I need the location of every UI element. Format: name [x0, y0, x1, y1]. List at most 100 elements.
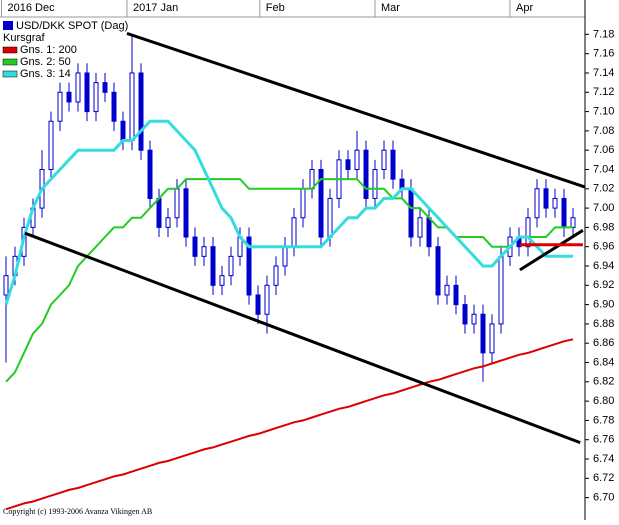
candle-body: [75, 72, 81, 103]
candle-body: [561, 197, 567, 228]
candle-body: [255, 294, 261, 315]
candle-body: [111, 91, 117, 122]
y-tick-label: 6.76: [593, 434, 614, 446]
y-tick-label: 7.10: [593, 105, 614, 117]
y-tick-label: 6.94: [593, 260, 614, 272]
candle-body: [390, 149, 396, 180]
y-tick-label: 7.12: [593, 86, 614, 98]
y-tick-label: 7.16: [593, 48, 614, 60]
candle-body: [165, 217, 171, 228]
x-tick-label: 2016 Dec: [8, 2, 56, 14]
y-tick-label: 6.98: [593, 221, 614, 233]
y-tick-label: 7.18: [593, 28, 614, 40]
y-tick-label: 6.72: [593, 472, 614, 484]
candle-body: [489, 323, 495, 354]
y-tick-label: 6.92: [593, 279, 614, 291]
candle-body: [318, 168, 324, 238]
candle-body: [282, 246, 288, 267]
y-tick-label: 6.80: [593, 395, 614, 407]
candle-body: [156, 197, 162, 228]
y-tick-label: 6.78: [593, 414, 614, 426]
candle-body: [57, 91, 63, 122]
y-tick-label: 6.84: [593, 356, 614, 368]
candle-body: [201, 246, 207, 257]
candle-body: [327, 197, 333, 238]
candle-body: [408, 188, 414, 238]
candle-body: [417, 217, 423, 238]
candle-body: [183, 188, 189, 238]
legend-title: USD/DKK SPOT (Dag): [16, 20, 128, 32]
y-tick-label: 6.82: [593, 376, 614, 388]
y-tick-label: 6.90: [593, 299, 614, 311]
y-tick-label: 7.02: [593, 183, 614, 195]
candle-body: [354, 149, 360, 170]
trend-line: [126, 31, 586, 189]
legend-subtitle: Kursgraf: [3, 32, 46, 44]
legend-swatch: [2, 58, 18, 66]
candle-body: [264, 284, 270, 315]
candle-body: [453, 284, 459, 306]
y-tick-label: 6.88: [593, 318, 614, 330]
candle-body: [426, 217, 432, 248]
moving-average: [4, 119, 573, 306]
x-tick-label: Mar: [381, 2, 400, 14]
candle-body: [192, 236, 198, 257]
candle-body: [462, 304, 468, 325]
candle-body: [300, 188, 306, 219]
candle-body: [228, 255, 234, 277]
legend-label: Gns. 2: 50: [20, 56, 71, 68]
moving-average: [5, 178, 573, 383]
moving-average: [5, 338, 574, 511]
candle-body: [444, 284, 450, 296]
y-tick-label: 6.86: [593, 337, 614, 349]
candle-body: [534, 188, 540, 219]
trend-line: [519, 229, 584, 272]
legend: USD/DKK SPOT (Dag) Kursgraf Gns. 1: 200G…: [2, 20, 128, 80]
trend-line: [24, 231, 581, 445]
y-tick-label: 7.06: [593, 144, 614, 156]
x-tick-label: Feb: [266, 2, 285, 14]
candle-body: [66, 91, 72, 103]
candle-body: [93, 82, 99, 113]
y-tick-label: 6.70: [593, 492, 614, 504]
candle-body: [480, 313, 486, 354]
footer: Copyright (c) 1993-2006 Avanza Vikingen …: [3, 507, 152, 516]
y-tick-label: 6.74: [593, 453, 614, 465]
candle-body: [381, 149, 387, 170]
candle-body: [3, 275, 9, 296]
candle-body: [129, 72, 135, 142]
candle-body: [498, 255, 504, 325]
y-tick-label: 7.14: [593, 67, 614, 79]
candle-body: [345, 159, 351, 170]
legend-swatch: [2, 70, 18, 78]
candle-body: [435, 246, 441, 296]
x-tick-label: 2017 Jan: [133, 2, 178, 14]
candle-body: [138, 72, 144, 151]
candle-body: [147, 149, 153, 199]
candle-body: [552, 197, 558, 209]
candle-body: [48, 120, 54, 170]
legend-swatch: [3, 21, 13, 30]
y-tick-label: 7.00: [593, 202, 614, 214]
candle-body: [102, 82, 108, 93]
candle-body: [471, 313, 477, 325]
candle-body: [246, 236, 252, 296]
candle-body: [570, 217, 576, 228]
y-tick-label: 7.08: [593, 125, 614, 137]
candle-body: [84, 72, 90, 113]
legend-label: Gns. 1: 200: [20, 44, 77, 56]
x-tick-label: Apr: [516, 2, 533, 14]
candle-body: [372, 168, 378, 199]
candle-body: [219, 275, 225, 286]
candle-body: [273, 265, 279, 286]
y-tick-label: 6.96: [593, 241, 614, 253]
candle-body: [120, 120, 126, 142]
candle-body: [291, 217, 297, 248]
candle-body: [543, 188, 549, 209]
legend-label: Gns. 3: 14: [20, 68, 71, 80]
candle-body: [174, 188, 180, 219]
y-tick-label: 7.04: [593, 163, 614, 175]
candle-body: [363, 149, 369, 199]
legend-swatch: [2, 46, 18, 54]
